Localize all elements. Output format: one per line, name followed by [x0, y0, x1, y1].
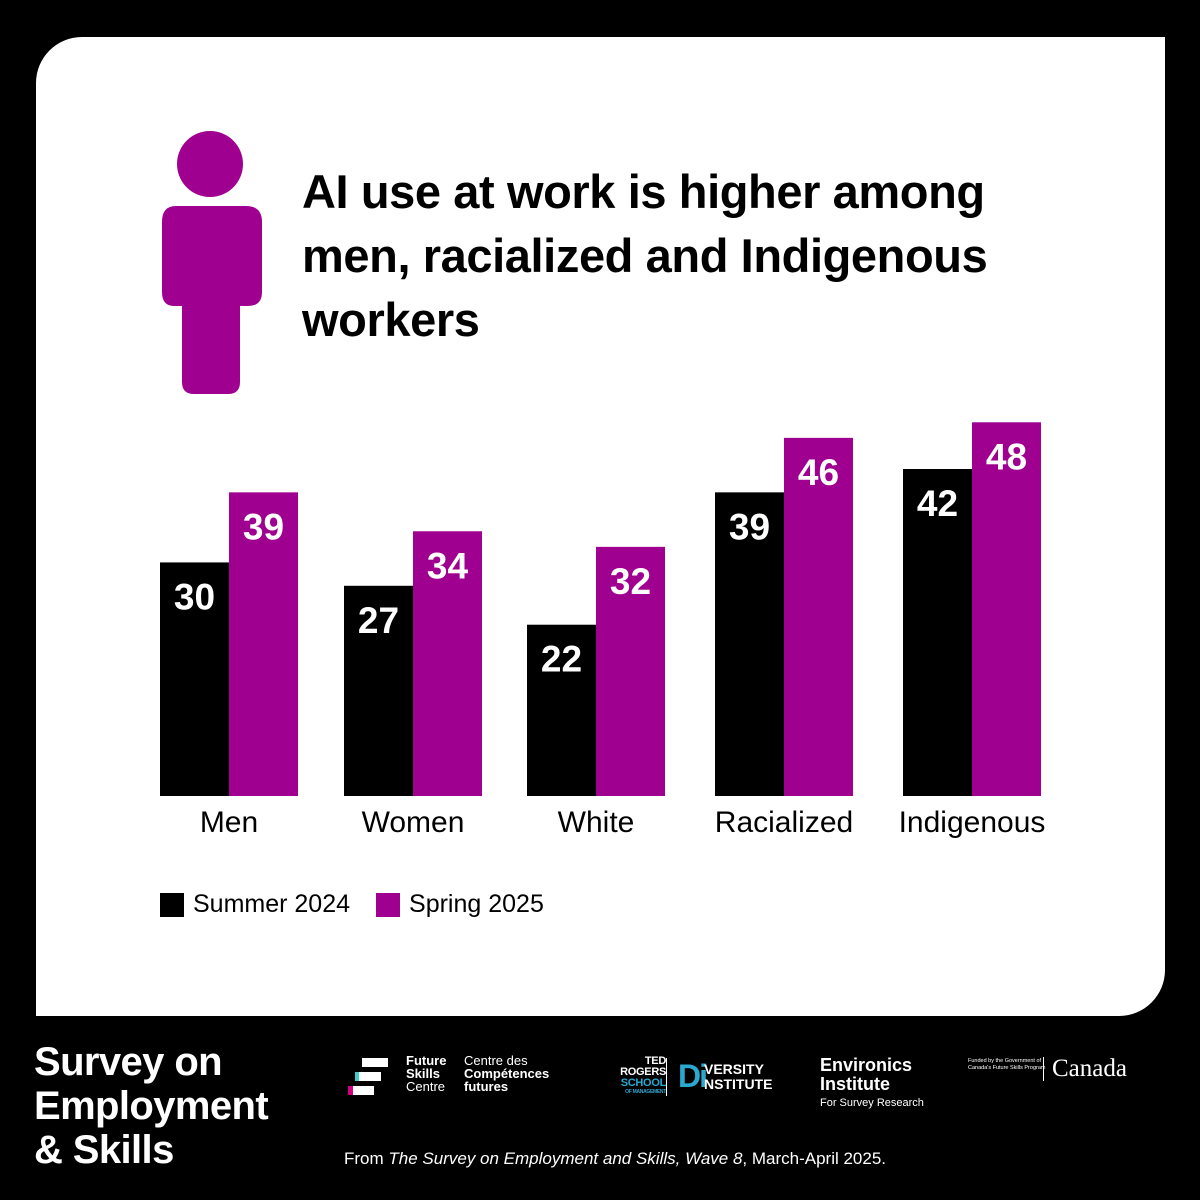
legend-label-summer: Summer 2024: [193, 890, 351, 918]
env-sub: For Survey Research: [820, 1097, 924, 1109]
fsc-fr-line: Compétences: [464, 1066, 550, 1081]
partner-logos: Future Skills Centre Centre des Compéten…: [340, 1050, 1170, 1110]
footer-title-line: Employment: [34, 1084, 269, 1128]
canada-wordmark: Canada: [1052, 1054, 1127, 1084]
logo-divider: [666, 1058, 667, 1096]
trs-line: SCHOOL: [620, 1077, 667, 1089]
legend-swatch-spring: [376, 892, 401, 917]
source-note: From The Survey on Employment and Skills…: [344, 1149, 886, 1169]
future-skills-mark-icon: [348, 1058, 388, 1095]
trs-line: ROGERS: [620, 1066, 666, 1078]
legend-item-summer: Summer 2024: [160, 890, 350, 919]
environics-institute-logo: Environics Institute For Survey Research: [820, 1056, 924, 1110]
fsc-english-name: Future Skills Centre: [406, 1054, 446, 1093]
fsc-line: Future: [406, 1053, 447, 1068]
footer-survey-title: Survey on Employment & Skills: [34, 1040, 269, 1172]
legend: Summer 2024 Spring 2025: [160, 890, 570, 919]
trs-line: TED: [644, 1055, 666, 1067]
legend-swatch-summer: [160, 892, 184, 917]
person-icon: [162, 131, 262, 394]
source-prefix: From: [344, 1149, 389, 1168]
legend-label-spring: Spring 2025: [409, 890, 544, 918]
fsc-fr-line: futures: [464, 1079, 509, 1094]
fsc-line: Skills: [406, 1066, 440, 1081]
env-line: Institute: [820, 1074, 890, 1094]
source-suffix: , March-April 2025.: [742, 1149, 887, 1168]
fsc-french-name: Centre des Compétences futures: [464, 1054, 549, 1093]
source-title: The Survey on Employment and Skills, Wav…: [388, 1149, 743, 1168]
chart-title: AI use at work is higher among men, raci…: [302, 165, 988, 346]
ted-rogers-logo: TED ROGERS SCHOOL OF MANAGEMENT: [596, 1056, 666, 1100]
trs-line: OF MANAGEMENT: [625, 1089, 666, 1095]
footer-title-line: & Skills: [34, 1128, 174, 1172]
future-skills-centre-logo: Future Skills Centre Centre des Compéten…: [348, 1054, 568, 1104]
di-mark: Di: [678, 1058, 708, 1094]
di-line: NSTITUTE: [704, 1076, 773, 1092]
government-funding-note: Funded by the Government of Canada's Fut…: [968, 1058, 1046, 1071]
canada-text: Canada: [1052, 1055, 1127, 1082]
env-line: Environics: [820, 1055, 913, 1075]
di-line: VERSITY: [704, 1061, 764, 1077]
logo-divider: [1043, 1057, 1044, 1081]
fsc-fr-line: Centre des: [464, 1053, 528, 1068]
di-words: VERSITY NSTITUTE: [704, 1062, 772, 1092]
legend-item-spring: Spring 2025: [376, 890, 544, 919]
footer-title-line: Survey on: [34, 1040, 223, 1084]
fsc-line: Centre: [406, 1079, 446, 1094]
